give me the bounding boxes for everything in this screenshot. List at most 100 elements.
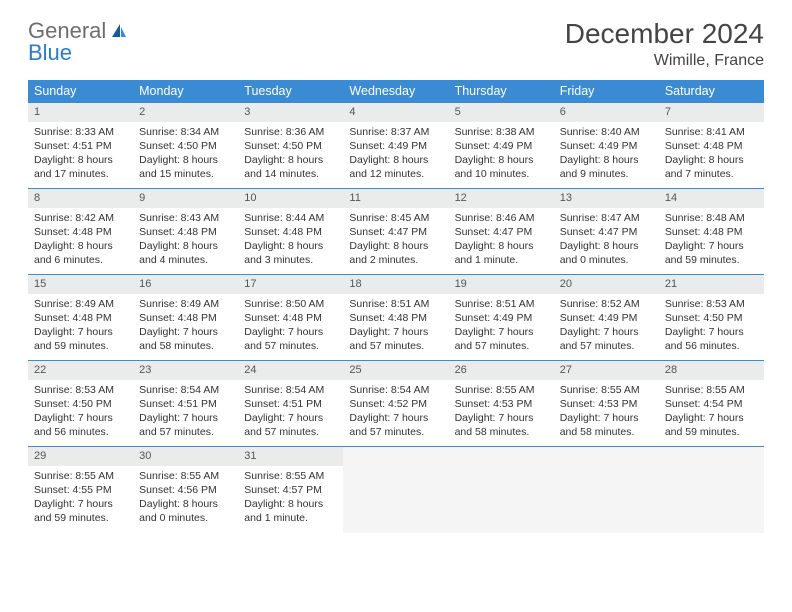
day-body: Sunrise: 8:43 AMSunset: 4:48 PMDaylight:… (133, 208, 238, 274)
day-body: Sunrise: 8:55 AMSunset: 4:53 PMDaylight:… (554, 380, 659, 446)
dow-tuesday: Tuesday (238, 80, 343, 103)
day-cell: 20Sunrise: 8:52 AMSunset: 4:49 PMDayligh… (554, 275, 659, 361)
day-number: 7 (659, 103, 764, 122)
day-body: Sunrise: 8:50 AMSunset: 4:48 PMDaylight:… (238, 294, 343, 360)
daylight-text: Daylight: 7 hours and 59 minutes. (34, 325, 127, 353)
sunrise-text: Sunrise: 8:49 AM (139, 297, 232, 311)
day-cell: 22Sunrise: 8:53 AMSunset: 4:50 PMDayligh… (28, 361, 133, 447)
day-number: 13 (554, 189, 659, 208)
dow-wednesday: Wednesday (343, 80, 448, 103)
daylight-text: Daylight: 8 hours and 1 minute. (455, 239, 548, 267)
day-number: 27 (554, 361, 659, 380)
day-body: Sunrise: 8:37 AMSunset: 4:49 PMDaylight:… (343, 122, 448, 188)
sunset-text: Sunset: 4:48 PM (665, 139, 758, 153)
sunrise-text: Sunrise: 8:54 AM (139, 383, 232, 397)
daylight-text: Daylight: 7 hours and 57 minutes. (139, 411, 232, 439)
day-cell: 17Sunrise: 8:50 AMSunset: 4:48 PMDayligh… (238, 275, 343, 361)
day-body: Sunrise: 8:46 AMSunset: 4:47 PMDaylight:… (449, 208, 554, 274)
sunset-text: Sunset: 4:53 PM (560, 397, 653, 411)
day-body: Sunrise: 8:54 AMSunset: 4:51 PMDaylight:… (133, 380, 238, 446)
day-cell: 14Sunrise: 8:48 AMSunset: 4:48 PMDayligh… (659, 189, 764, 275)
sunrise-text: Sunrise: 8:55 AM (139, 469, 232, 483)
dow-saturday: Saturday (659, 80, 764, 103)
day-body: Sunrise: 8:41 AMSunset: 4:48 PMDaylight:… (659, 122, 764, 188)
sunset-text: Sunset: 4:48 PM (139, 225, 232, 239)
daylight-text: Daylight: 7 hours and 57 minutes. (349, 325, 442, 353)
empty-cell (343, 447, 448, 533)
daylight-text: Daylight: 8 hours and 7 minutes. (665, 153, 758, 181)
day-cell: 26Sunrise: 8:55 AMSunset: 4:53 PMDayligh… (449, 361, 554, 447)
daylight-text: Daylight: 7 hours and 57 minutes. (455, 325, 548, 353)
day-cell: 28Sunrise: 8:55 AMSunset: 4:54 PMDayligh… (659, 361, 764, 447)
day-cell: 6Sunrise: 8:40 AMSunset: 4:49 PMDaylight… (554, 103, 659, 189)
day-cell: 24Sunrise: 8:54 AMSunset: 4:51 PMDayligh… (238, 361, 343, 447)
day-cell: 27Sunrise: 8:55 AMSunset: 4:53 PMDayligh… (554, 361, 659, 447)
sunset-text: Sunset: 4:51 PM (244, 397, 337, 411)
day-cell: 16Sunrise: 8:49 AMSunset: 4:48 PMDayligh… (133, 275, 238, 361)
day-body: Sunrise: 8:42 AMSunset: 4:48 PMDaylight:… (28, 208, 133, 274)
day-number: 16 (133, 275, 238, 294)
day-number: 3 (238, 103, 343, 122)
daylight-text: Daylight: 8 hours and 14 minutes. (244, 153, 337, 181)
month-title: December 2024 (565, 18, 764, 50)
sunset-text: Sunset: 4:53 PM (455, 397, 548, 411)
empty-cell (449, 447, 554, 533)
daylight-text: Daylight: 8 hours and 9 minutes. (560, 153, 653, 181)
day-body: Sunrise: 8:34 AMSunset: 4:50 PMDaylight:… (133, 122, 238, 188)
day-body: Sunrise: 8:55 AMSunset: 4:55 PMDaylight:… (28, 466, 133, 532)
sunset-text: Sunset: 4:50 PM (139, 139, 232, 153)
day-body: Sunrise: 8:54 AMSunset: 4:51 PMDaylight:… (238, 380, 343, 446)
sunset-text: Sunset: 4:49 PM (455, 139, 548, 153)
daylight-text: Daylight: 8 hours and 0 minutes. (560, 239, 653, 267)
sunrise-text: Sunrise: 8:51 AM (455, 297, 548, 311)
day-number: 29 (28, 447, 133, 466)
empty-cell (659, 447, 764, 533)
daylight-text: Daylight: 7 hours and 57 minutes. (244, 325, 337, 353)
day-number: 15 (28, 275, 133, 294)
day-cell: 7Sunrise: 8:41 AMSunset: 4:48 PMDaylight… (659, 103, 764, 189)
day-number: 19 (449, 275, 554, 294)
day-cell: 1Sunrise: 8:33 AMSunset: 4:51 PMDaylight… (28, 103, 133, 189)
sunrise-text: Sunrise: 8:42 AM (34, 211, 127, 225)
day-body: Sunrise: 8:40 AMSunset: 4:49 PMDaylight:… (554, 122, 659, 188)
day-body: Sunrise: 8:48 AMSunset: 4:48 PMDaylight:… (659, 208, 764, 274)
daylight-text: Daylight: 7 hours and 59 minutes. (665, 411, 758, 439)
calendar-body: 1Sunrise: 8:33 AMSunset: 4:51 PMDaylight… (28, 103, 764, 533)
sunset-text: Sunset: 4:48 PM (665, 225, 758, 239)
day-number: 22 (28, 361, 133, 380)
daylight-text: Daylight: 7 hours and 59 minutes. (34, 497, 127, 525)
day-body: Sunrise: 8:53 AMSunset: 4:50 PMDaylight:… (659, 294, 764, 360)
daylight-text: Daylight: 7 hours and 57 minutes. (244, 411, 337, 439)
dow-thursday: Thursday (449, 80, 554, 103)
day-body: Sunrise: 8:44 AMSunset: 4:48 PMDaylight:… (238, 208, 343, 274)
sunset-text: Sunset: 4:51 PM (139, 397, 232, 411)
sunrise-text: Sunrise: 8:48 AM (665, 211, 758, 225)
day-number: 8 (28, 189, 133, 208)
day-cell: 3Sunrise: 8:36 AMSunset: 4:50 PMDaylight… (238, 103, 343, 189)
daylight-text: Daylight: 8 hours and 0 minutes. (139, 497, 232, 525)
day-cell: 5Sunrise: 8:38 AMSunset: 4:49 PMDaylight… (449, 103, 554, 189)
daylight-text: Daylight: 7 hours and 57 minutes. (560, 325, 653, 353)
day-body: Sunrise: 8:55 AMSunset: 4:53 PMDaylight:… (449, 380, 554, 446)
sunrise-text: Sunrise: 8:53 AM (665, 297, 758, 311)
day-number: 28 (659, 361, 764, 380)
sunrise-text: Sunrise: 8:45 AM (349, 211, 442, 225)
sunset-text: Sunset: 4:47 PM (349, 225, 442, 239)
sunset-text: Sunset: 4:48 PM (34, 311, 127, 325)
day-cell: 18Sunrise: 8:51 AMSunset: 4:48 PMDayligh… (343, 275, 448, 361)
day-body: Sunrise: 8:45 AMSunset: 4:47 PMDaylight:… (343, 208, 448, 274)
day-body: Sunrise: 8:52 AMSunset: 4:49 PMDaylight:… (554, 294, 659, 360)
sunset-text: Sunset: 4:47 PM (560, 225, 653, 239)
day-number: 20 (554, 275, 659, 294)
sunset-text: Sunset: 4:50 PM (34, 397, 127, 411)
sunset-text: Sunset: 4:49 PM (560, 139, 653, 153)
day-cell: 30Sunrise: 8:55 AMSunset: 4:56 PMDayligh… (133, 447, 238, 533)
day-cell: 13Sunrise: 8:47 AMSunset: 4:47 PMDayligh… (554, 189, 659, 275)
day-number: 18 (343, 275, 448, 294)
sunrise-text: Sunrise: 8:54 AM (244, 383, 337, 397)
day-cell: 31Sunrise: 8:55 AMSunset: 4:57 PMDayligh… (238, 447, 343, 533)
sunrise-text: Sunrise: 8:40 AM (560, 125, 653, 139)
day-number: 4 (343, 103, 448, 122)
day-cell: 4Sunrise: 8:37 AMSunset: 4:49 PMDaylight… (343, 103, 448, 189)
sunset-text: Sunset: 4:51 PM (34, 139, 127, 153)
